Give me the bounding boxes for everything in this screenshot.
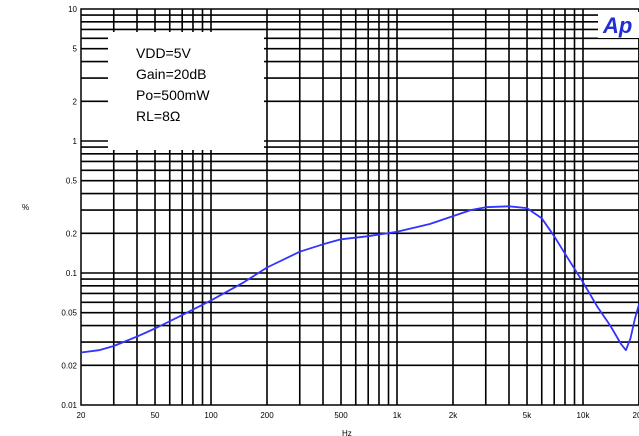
legend-line: VDD=5V: [136, 45, 192, 61]
x-tick-label: 20: [77, 411, 86, 420]
legend-box: [108, 32, 264, 150]
x-tick-label: 10k: [577, 411, 591, 420]
conditions-legend: VDD=5V Gain=20dB Po=500mW RL=8Ω: [108, 32, 264, 150]
y-tick-label: 0.2: [66, 229, 78, 238]
y-axis-label: %: [22, 203, 29, 212]
x-tick-label: 5k: [523, 411, 532, 420]
x-tick-label: 200: [260, 411, 274, 420]
y-tick-label: 0.1: [66, 269, 78, 278]
y-tick-label: 0.01: [61, 401, 77, 410]
legend-line: Gain=20dB: [136, 66, 206, 82]
y-tick-label: 0.5: [66, 177, 78, 186]
y-tick-label: 2: [73, 97, 78, 106]
legend-line: Po=500mW: [136, 87, 210, 103]
x-tick-label: 50: [151, 411, 160, 420]
y-tick-label: 0.02: [61, 361, 77, 370]
y-tick-labels: 0.01 0.02 0.05 0.1 0.2 0.5 1 2 5 10: [61, 5, 77, 410]
x-axis-label: Hz: [342, 429, 352, 436]
x-tick-label: 1k: [393, 411, 402, 420]
x-tick-label: 100: [204, 411, 218, 420]
series-line: [80, 205, 639, 354]
y-tick-label: 10: [68, 5, 77, 14]
x-tick-label: 500: [334, 411, 348, 420]
y-tick-label: 0.05: [61, 309, 77, 318]
y-tick-label: 5: [73, 45, 78, 54]
legend-line: RL=8Ω: [136, 108, 180, 124]
x-tick-label: 20k: [633, 411, 639, 420]
brand-logo: Ap: [598, 12, 639, 38]
y-tick-label: 1: [73, 137, 78, 146]
logo-text: Ap: [602, 13, 632, 38]
logo-backdrop: [598, 12, 639, 38]
plot-frame: [80, 8, 639, 406]
x-tick-label: 2k: [449, 411, 458, 420]
series-group: [80, 205, 639, 354]
x-tick-labels: 20 50 100 200 500 1k 2k 5k 10k 20k: [77, 411, 639, 420]
